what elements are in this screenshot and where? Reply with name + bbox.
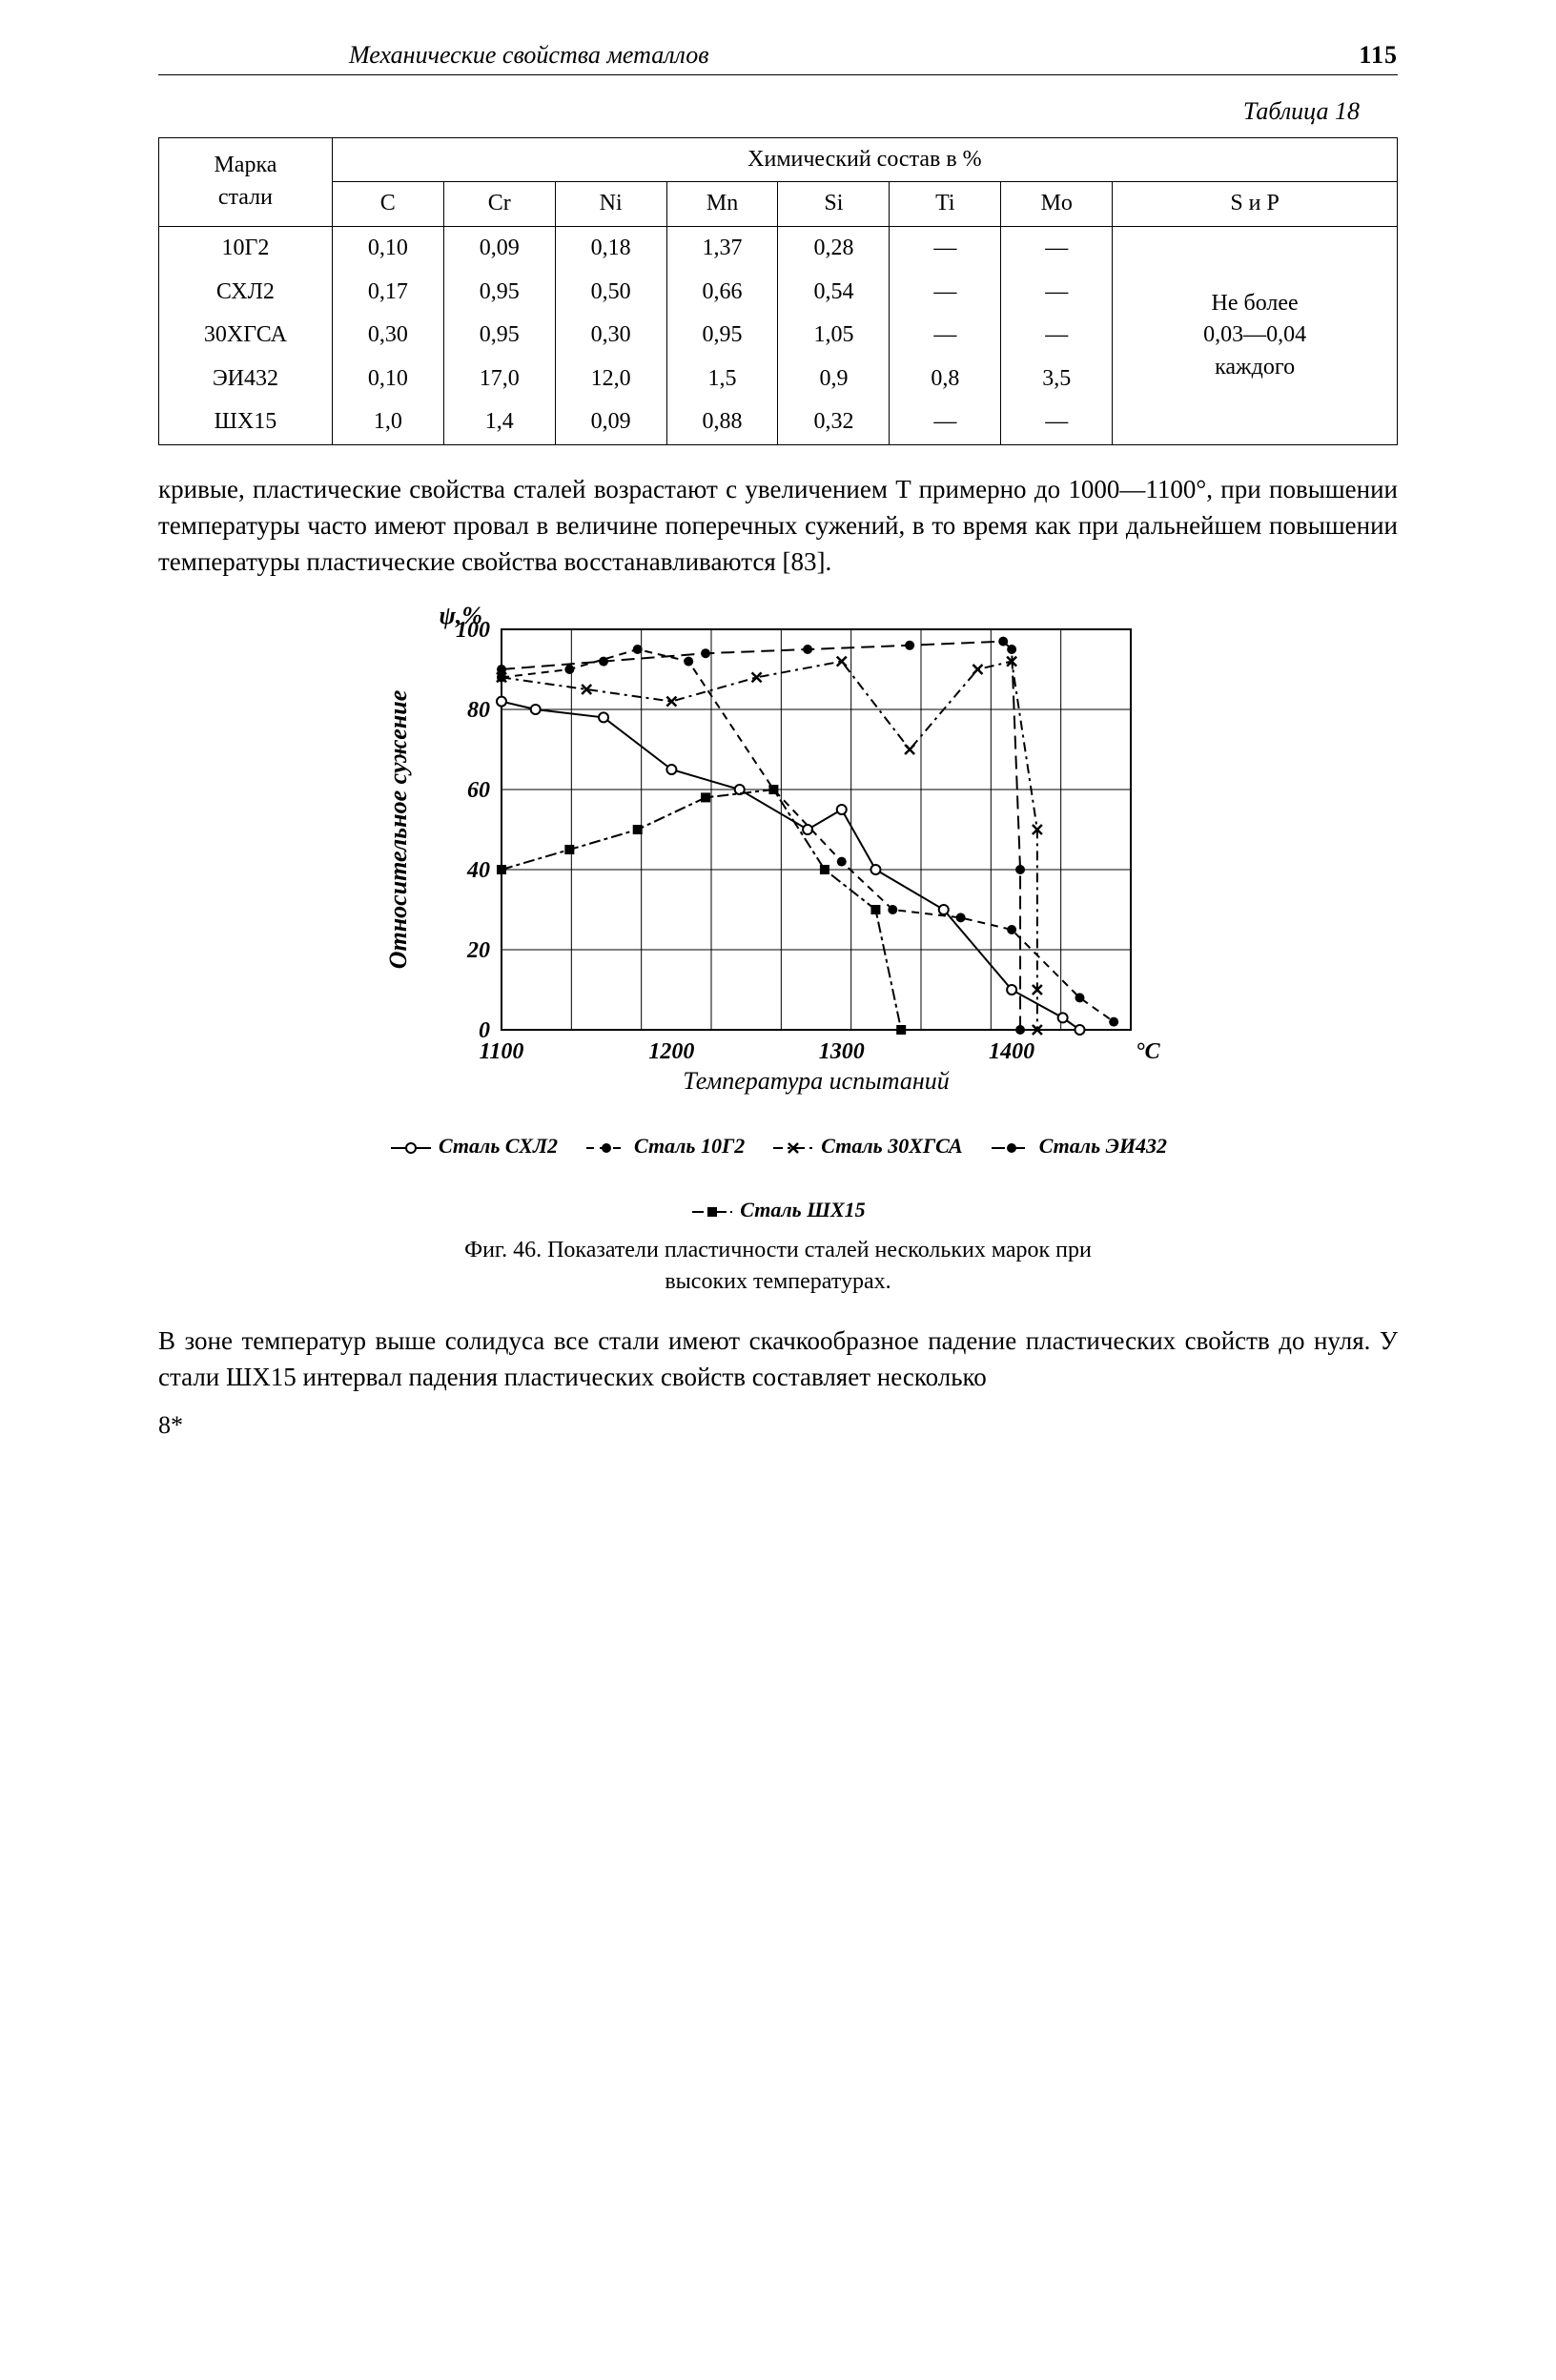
table-cell: 0,50 [555,271,666,315]
table-cell: 0,09 [443,226,555,270]
figure-46: Относительное сужениеψ,%0204060801001100… [158,601,1398,1298]
table-row-label: 10Г2 [159,226,333,270]
svg-text:40: 40 [466,858,490,883]
table-row-label: ЭИ432 [159,358,333,401]
table-col-5: Ti [890,182,1001,227]
table-col-7: S и P [1113,182,1398,227]
svg-text:20: 20 [466,938,490,963]
table-cell: 0,9 [778,358,890,401]
paragraph-2: В зоне температур выше солидуса все стал… [158,1323,1398,1396]
table-col-1: Cr [443,182,555,227]
running-title: Механические свойства металлов [349,38,709,72]
table-cell: 0,66 [666,271,778,315]
legend-item: Сталь ШХ15 [690,1196,865,1225]
svg-text:1100: 1100 [480,1039,524,1064]
table-cell: — [1001,226,1113,270]
legend-item: Сталь ЭИ432 [990,1132,1167,1161]
table-cell: 0,09 [555,400,666,444]
table-cell: — [1001,314,1113,358]
table-col-3: Mn [666,182,778,227]
table-col-6: Mo [1001,182,1113,227]
svg-text:100: 100 [456,618,490,643]
table-cell: 1,4 [443,400,555,444]
table-cell: 0,28 [778,226,890,270]
table-cell: — [890,314,1001,358]
table-cell: 1,37 [666,226,778,270]
svg-text:1300: 1300 [819,1039,865,1064]
svg-text:Температура испытаний: Температура испытаний [683,1067,950,1095]
table-cell: 0,95 [443,271,555,315]
table-cell: 1,5 [666,358,778,401]
table-cell: 0,18 [555,226,666,270]
svg-text:80: 80 [467,698,490,723]
paragraph-1: кривые, пластические свойства сталей воз… [158,472,1398,580]
legend-item: Сталь СХЛ2 [389,1132,558,1161]
svg-text:Относительное сужение: Относительное сужение [384,690,412,970]
table-col-4: Si [778,182,890,227]
table-cell: 0,30 [332,314,443,358]
table-sp-note: Не более0,03—0,04каждого [1113,226,1398,444]
table-cell: 0,95 [443,314,555,358]
figure-caption: Фиг. 46. Показатели пластичности сталей … [425,1235,1131,1299]
table-cell: — [1001,400,1113,444]
table-cell: 0,54 [778,271,890,315]
table-cell: 0,30 [555,314,666,358]
table-cell: 0,17 [332,271,443,315]
table-header-grade: Маркастали [159,137,333,226]
svg-text:60: 60 [467,778,490,803]
table-label: Таблица 18 [158,94,1360,129]
table-cell: 0,8 [890,358,1001,401]
table-cell: — [890,226,1001,270]
legend-item: Сталь 30ХГСА [771,1132,962,1161]
chart-svg: Относительное сужениеψ,%0204060801001100… [378,601,1178,1116]
table-cell: 12,0 [555,358,666,401]
table-col-0: C [332,182,443,227]
table-row-label: ШХ15 [159,400,333,444]
legend-item: Сталь 10Г2 [584,1132,745,1161]
page-footer: 8* [158,1408,1398,1443]
table-cell: 0,10 [332,358,443,401]
svg-text:1400: 1400 [989,1039,1034,1064]
table-cell: — [890,271,1001,315]
svg-text:1200: 1200 [648,1039,694,1064]
composition-table: МаркасталиХимический состав в %CCrNiMnSi… [158,137,1398,445]
table-cell: — [1001,271,1113,315]
table-cell: 1,0 [332,400,443,444]
table-header-group: Химический состав в % [332,137,1397,182]
table-cell: 17,0 [443,358,555,401]
page-header: Механические свойства металлов 115 [158,38,1398,75]
table-row-label: СХЛ2 [159,271,333,315]
chart-legend: Сталь СХЛ2 Сталь 10Г2 Сталь 30ХГСА Сталь ЭИ… [387,1132,1169,1225]
table-col-2: Ni [555,182,666,227]
table-cell: — [890,400,1001,444]
table-cell: 1,05 [778,314,890,358]
table-cell: 0,95 [666,314,778,358]
table-cell: 3,5 [1001,358,1113,401]
table-cell: 0,10 [332,226,443,270]
svg-text:°С: °С [1136,1039,1161,1064]
page-number: 115 [1359,38,1398,72]
table-row-label: 30ХГСА [159,314,333,358]
table-cell: 0,32 [778,400,890,444]
table-cell: 0,88 [666,400,778,444]
